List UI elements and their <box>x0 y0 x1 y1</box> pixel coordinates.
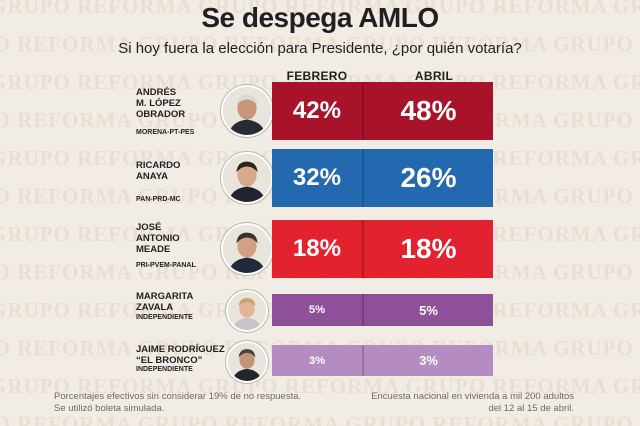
value-abril: 5% <box>419 302 438 318</box>
value-febrero: 5% <box>308 304 326 316</box>
candidate-name-line: ANAYA <box>136 171 169 182</box>
candidate-name-line: JOSÉ <box>136 222 162 233</box>
anaya-photo-icon <box>221 152 273 204</box>
candidate-name: ANDRÉS M. LÓPEZ OBRADOR <box>136 87 226 120</box>
footnote-right-line: del 12 al 15 de abril. <box>488 403 574 414</box>
value-febrero: 32% <box>292 164 342 191</box>
candidate-party: INDEPENDIENTE <box>136 366 193 373</box>
column-header-abril: ABRIL <box>414 69 454 83</box>
value-febrero: 3% <box>308 354 326 367</box>
footnote-right: Encuesta nacional en vivienda a mil 200 … <box>330 391 574 415</box>
amlo-photo-icon <box>221 85 273 137</box>
candidate-name-line: ANDRÉS <box>136 87 177 98</box>
value-abril: 18% <box>400 233 457 264</box>
value-abril: 3% <box>419 353 438 368</box>
bar-divider <box>362 149 364 207</box>
bar-divider <box>362 82 364 140</box>
candidate-name-line: MARGARITA <box>136 291 194 302</box>
footnote-left-line: Se utilizó boleta simulada. <box>54 403 165 414</box>
candidate-party: MORENA-PT-PES <box>136 129 195 136</box>
footnote-left: Porcentajes efectivos sin considerar 19%… <box>54 391 301 415</box>
chart-title: Se despega AMLO <box>201 2 439 33</box>
meade-photo-icon <box>221 223 273 275</box>
result-bar: 3% 3% <box>272 345 493 376</box>
chart-subtitle: Si hoy fuera la elección para Presidente… <box>118 40 522 57</box>
bar-divider <box>362 345 364 376</box>
result-bar: 42% 48% <box>272 82 493 140</box>
bronco-photo-icon <box>226 341 268 383</box>
candidate-name-line: JAIME RODRÍGUEZ <box>136 344 225 355</box>
column-header-febrero: FEBRERO <box>286 69 348 83</box>
candidate-party: INDEPENDIENTE <box>136 314 193 321</box>
candidate-name-line: ZAVALA <box>136 302 174 313</box>
value-febrero: 18% <box>292 235 342 262</box>
candidate-name: MARGARITA ZAVALA <box>136 291 226 313</box>
candidate-name: JOSÉ ANTONIO MEADE <box>136 222 226 255</box>
candidate-name-line: RICARDO <box>136 160 181 171</box>
value-abril: 26% <box>400 162 457 193</box>
bar-divider <box>362 294 364 326</box>
candidate-name-line: ANTONIO <box>136 233 180 244</box>
candidate-party: PRI-PVEM-PANAL <box>136 262 196 269</box>
value-febrero: 42% <box>292 97 342 124</box>
candidate-name-line: “EL BRONCO” <box>136 355 203 366</box>
candidate-party: PAN-PRD-MC <box>136 196 181 203</box>
result-bar: 5% 5% <box>272 294 493 326</box>
zavala-photo-icon <box>226 290 268 332</box>
bar-divider <box>362 220 364 278</box>
footnote-right-line: Encuesta nacional en vivienda a mil 200 … <box>371 391 574 402</box>
candidate-name-line: OBRADOR <box>136 109 186 120</box>
candidate-name-line: MEADE <box>136 244 171 255</box>
candidate-name-line: M. LÓPEZ <box>136 98 181 109</box>
candidate-name: RICARDO ANAYA <box>136 160 226 182</box>
value-abril: 48% <box>400 95 457 126</box>
result-bar: 18% 18% <box>272 220 493 278</box>
candidate-name: JAIME RODRÍGUEZ “EL BRONCO” <box>136 344 226 366</box>
result-bar: 32% 26% <box>272 149 493 207</box>
footnote-left-line: Porcentajes efectivos sin considerar 19%… <box>54 391 302 402</box>
